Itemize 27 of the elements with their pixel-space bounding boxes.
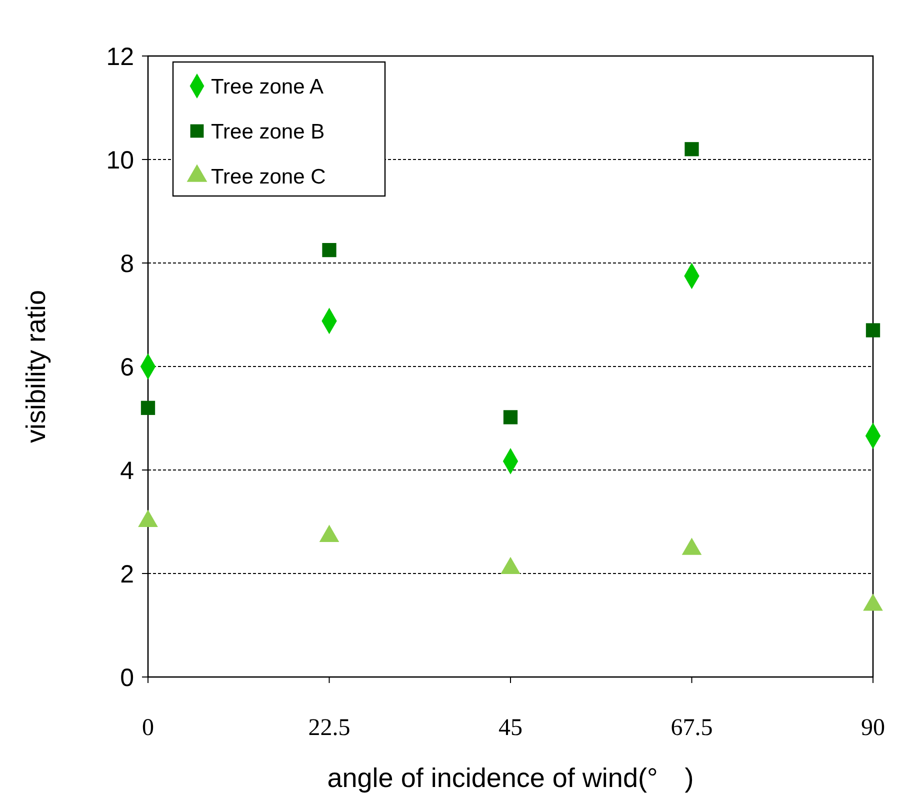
point [319, 524, 340, 542]
x-tick-label: 45 [498, 715, 522, 741]
x-tick-label: 0 [142, 715, 154, 741]
point [322, 242, 336, 258]
point [138, 510, 158, 527]
y-axis-title: visibility ratio [21, 290, 51, 444]
y-tick-label: 4 [120, 456, 134, 485]
point [500, 556, 520, 574]
x-axis-title: angle of incidence of wind(° ) [327, 763, 694, 793]
y-tick-label: 8 [120, 250, 134, 278]
y-tick-label: 0 [120, 664, 134, 692]
y-tick-label: 6 [120, 353, 134, 382]
legend-label: Tree zone A [211, 75, 324, 98]
point [866, 323, 880, 338]
y-tick-label: 10 [106, 146, 134, 174]
x-tick-label: 90 [861, 715, 885, 741]
y-tick-label: 2 [120, 560, 134, 588]
point [684, 142, 699, 156]
x-tick-label: 22.5 [308, 715, 350, 741]
point [863, 594, 883, 611]
legend-label: Tree zone C [211, 165, 326, 188]
x-tick-label: 67.5 [670, 715, 713, 741]
legend-label: Tree zone B [211, 120, 325, 144]
point [140, 400, 156, 415]
point [682, 538, 702, 555]
point [503, 410, 518, 424]
y-tick-label: 12 [106, 42, 134, 71]
